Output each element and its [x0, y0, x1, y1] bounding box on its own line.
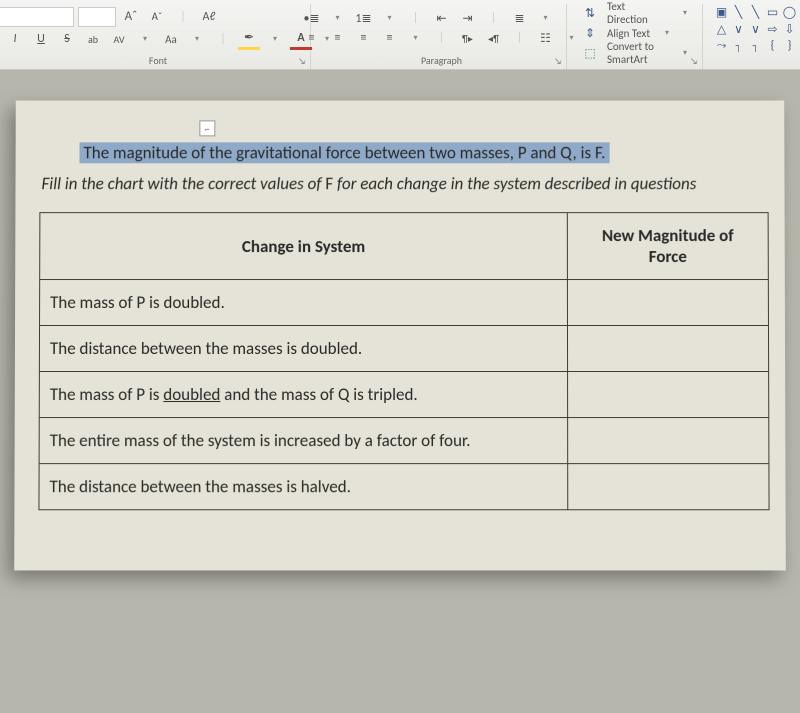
cell-change[interactable]: The entire mass of the system is increas…: [39, 418, 568, 464]
table-row[interactable]: The distance between the masses is halve…: [39, 464, 769, 510]
shape-arrow-down-icon[interactable]: ⇩: [782, 21, 798, 37]
cell-change[interactable]: The distance between the masses is halve…: [39, 464, 568, 510]
problem-statement[interactable]: The magnitude of the gravitational force…: [79, 142, 609, 163]
font-dialog-launcher[interactable]: ↘: [296, 55, 308, 67]
col-header-force: New Magnitude of Force: [567, 213, 768, 280]
highlight-button[interactable]: ✒: [238, 29, 260, 50]
align-center-button[interactable]: ≡: [327, 29, 349, 47]
convert-smartart-button[interactable]: Convert to SmartArt: [605, 44, 670, 62]
rtl-button[interactable]: ◂¶: [483, 29, 505, 47]
bullets-button[interactable]: •≣: [301, 9, 323, 27]
shape-line2-icon[interactable]: ╲: [748, 4, 764, 20]
underline-button[interactable]: U: [30, 30, 52, 48]
table-row[interactable]: The mass of P is doubled.: [40, 280, 769, 326]
instructions-text[interactable]: Fill in the chart with the correct value…: [41, 173, 772, 194]
shape-brace-right-icon[interactable]: }: [782, 38, 798, 54]
ribbon-group-paragraph: •≣▾ 1≣▾ | ⇤ ⇥ | ≣▾ ≡ ≡ ≡ ≡ ▾ | ¶▸ ◂¶ | ☷…: [317, 4, 567, 69]
cell-force[interactable]: [568, 372, 769, 418]
ribbon-group-text-options: ⇅ Text Direction ▾ ⇕ Align Text ▾ ⬚ Conv…: [573, 4, 703, 69]
shape-curve-icon[interactable]: ⤳: [714, 38, 730, 54]
ribbon: Aˆ Aˇ | Aℓ B I U S ab AV ▾ Aa ▾ | ✒ ▾ A …: [0, 0, 800, 70]
cell-force[interactable]: [567, 326, 768, 372]
align-right-button[interactable]: ≡: [353, 29, 375, 47]
justify-button[interactable]: ≡: [379, 29, 401, 47]
columns-button[interactable]: ☷: [535, 29, 557, 47]
align-text-icon: ⇕: [579, 24, 601, 42]
table-row[interactable]: The entire mass of the system is increas…: [39, 418, 769, 464]
strike-button[interactable]: S: [56, 30, 78, 48]
clear-formatting-button[interactable]: Aℓ: [198, 8, 220, 26]
cell-change[interactable]: The mass of P is doubled and the mass of…: [39, 372, 567, 418]
change-case-button[interactable]: Aa: [160, 30, 182, 48]
text-direction-icon: ⇅: [579, 4, 601, 22]
ribbon-group-shapes: ▣ ╲ ╲ ▭ ◯ ▭ △ ∨ ∨ ⇨ ⇩ ↵ ⤳ ┐ ┐ { } ☆: [709, 4, 800, 69]
shape-arrow-right-icon[interactable]: ⇨: [765, 21, 781, 37]
table-header-row: Change in System New Magnitude of Force: [40, 213, 769, 280]
shape-rect-icon[interactable]: ▭: [765, 4, 781, 20]
shape-connector1-icon[interactable]: ┐: [731, 38, 747, 54]
document-page[interactable]: ⌐ The magnitude of the gravitational for…: [14, 100, 786, 570]
font-group-label: Font: [149, 52, 167, 69]
italic-button[interactable]: I: [4, 30, 26, 48]
document-area: ⌐ The magnitude of the gravitational for…: [0, 70, 800, 570]
col-header-change: Change in System: [40, 213, 568, 280]
numbering-button[interactable]: 1≣: [353, 9, 375, 27]
text-direction-button[interactable]: Text Direction: [605, 4, 670, 22]
ribbon-group-font: Aˆ Aˇ | Aℓ B I U S ab AV ▾ Aa ▾ | ✒ ▾ A …: [6, 4, 311, 69]
text-options-dialog-launcher[interactable]: ↘: [688, 55, 700, 67]
ruler-tab-marker[interactable]: ⌐: [199, 120, 215, 136]
increase-indent-button[interactable]: ⇥: [457, 9, 479, 27]
shape-elbow2-icon[interactable]: ∨: [748, 21, 764, 37]
font-family-box[interactable]: [0, 7, 74, 27]
cell-force[interactable]: [567, 280, 768, 326]
shapes-gallery[interactable]: ▣ ╲ ╲ ▭ ◯ ▭ △ ∨ ∨ ⇨ ⇩ ↵ ⤳ ┐ ┐ { } ☆: [714, 4, 800, 54]
paragraph-group-label: Paragraph: [421, 52, 462, 69]
smartart-icon: ⬚: [579, 44, 601, 62]
shape-connector2-icon[interactable]: ┐: [748, 38, 764, 54]
shrink-font-button[interactable]: Aˇ: [146, 8, 168, 26]
table-row[interactable]: The distance between the masses is doubl…: [39, 326, 768, 372]
decrease-indent-button[interactable]: ⇤: [431, 9, 453, 27]
line-spacing-button[interactable]: ≣: [509, 9, 531, 27]
physics-table[interactable]: Change in System New Magnitude of Force …: [38, 212, 769, 510]
text-shadow-button[interactable]: ab: [82, 30, 104, 48]
cell-force[interactable]: [568, 464, 769, 510]
ltr-button[interactable]: ¶▸: [457, 29, 479, 47]
cell-change[interactable]: The mass of P is doubled.: [40, 280, 568, 326]
shape-triangle-icon[interactable]: △: [714, 21, 730, 37]
shape-oval-icon[interactable]: ◯: [782, 4, 798, 20]
shape-brace-left-icon[interactable]: {: [765, 38, 781, 54]
char-spacing-button[interactable]: AV: [108, 30, 130, 48]
cell-force[interactable]: [568, 418, 769, 464]
grow-font-button[interactable]: Aˆ: [120, 8, 142, 26]
shape-elbow1-icon[interactable]: ∨: [731, 21, 747, 37]
shape-textbox-icon[interactable]: ▣: [714, 4, 730, 20]
cell-change[interactable]: The distance between the masses is doubl…: [39, 326, 567, 372]
table-row[interactable]: The mass of P is doubled and the mass of…: [39, 372, 769, 418]
font-size-box[interactable]: [78, 7, 116, 27]
align-left-button[interactable]: ≡: [301, 29, 323, 47]
shape-line-icon[interactable]: ╲: [731, 4, 747, 20]
paragraph-dialog-launcher[interactable]: ↘: [552, 55, 564, 67]
